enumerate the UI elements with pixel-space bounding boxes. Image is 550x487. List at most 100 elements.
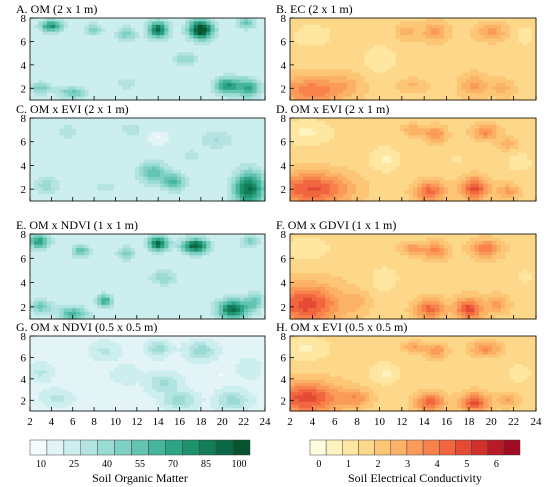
heatmap-cell: [342, 86, 348, 91]
heatmap-cell: [386, 62, 392, 67]
heatmap-cell: [164, 28, 170, 33]
heatmap-cell: [38, 187, 44, 192]
heatmap-cell: [38, 124, 44, 129]
heatmap-cell: [413, 72, 418, 77]
heatmap-cell: [218, 48, 224, 53]
heatmap-cell: [338, 79, 344, 84]
heatmap-cell: [408, 52, 414, 57]
heatmap-cell: [134, 59, 140, 64]
heatmap-cell: [260, 69, 266, 74]
heatmap-cell: [461, 65, 467, 70]
heatmap-cell: [474, 65, 480, 70]
heatmap-cell: [347, 41, 353, 46]
heatmap-cell: [189, 138, 195, 143]
heatmap-cell: [122, 62, 128, 67]
heatmap-cell: [231, 55, 237, 60]
heatmap-cell: [172, 173, 178, 178]
heatmap-cell: [118, 121, 123, 126]
heatmap-cell: [505, 59, 511, 64]
heatmap-cell: [443, 152, 449, 157]
heatmap-cell: [377, 156, 383, 161]
heatmap-cell: [168, 173, 174, 178]
heatmap-cell: [30, 142, 35, 147]
heatmap-cell: [55, 62, 60, 67]
heatmap-cell: [80, 59, 86, 64]
heatmap-cell: [307, 135, 313, 140]
heatmap-cell: [155, 35, 161, 40]
heatmap-cell: [522, 48, 528, 53]
heatmap-cell: [113, 183, 119, 188]
heatmap-cell: [527, 55, 533, 60]
heatmap-cell: [487, 59, 493, 64]
heatmap-cell: [214, 145, 220, 150]
heatmap-cell: [307, 45, 313, 50]
heatmap-cell: [452, 72, 458, 77]
heatmap-cell: [421, 41, 427, 46]
heatmap-cell: [122, 118, 128, 123]
heatmap-cell: [34, 121, 39, 126]
heatmap-cell: [355, 62, 361, 67]
heatmap-cell: [531, 18, 537, 23]
heatmap-cell: [143, 145, 149, 150]
heatmap-cell: [206, 45, 212, 50]
heatmap-cell: [151, 65, 157, 70]
heatmap-cell: [185, 86, 191, 91]
heatmap-cell: [160, 121, 165, 126]
heatmap-cell: [143, 35, 149, 40]
heatmap-cell: [417, 69, 423, 74]
heatmap-cell: [351, 45, 357, 50]
heatmap-cell: [465, 21, 471, 26]
heatmap-cell: [214, 69, 220, 74]
heatmap-cell: [252, 65, 258, 70]
heatmap-cell: [193, 159, 199, 164]
heatmap-cell: [55, 55, 60, 60]
heatmap-cell: [325, 24, 331, 29]
heatmap-cell: [42, 86, 48, 91]
heatmap-cell: [320, 48, 326, 53]
heatmap-cell: [522, 145, 528, 150]
heatmap-cell: [443, 121, 449, 126]
heatmap-cell: [303, 156, 309, 161]
heatmap-cell: [239, 24, 245, 29]
heatmap-cell: [80, 62, 86, 67]
heatmap-cell: [71, 118, 77, 123]
heatmap-cell: [155, 48, 161, 53]
heatmap-cell: [248, 124, 254, 129]
heatmap-cell: [160, 166, 165, 171]
heatmap-cell: [88, 145, 94, 150]
heatmap-cell: [294, 142, 300, 147]
heatmap-cell: [333, 82, 339, 87]
heatmap-cell: [391, 79, 397, 84]
heatmap-cell: [465, 142, 471, 147]
heatmap-cell: [294, 166, 300, 171]
heatmap-cell: [492, 124, 498, 129]
heatmap-cell: [130, 21, 136, 26]
heatmap-cell: [430, 82, 436, 87]
heatmap-cell: [333, 121, 339, 126]
heatmap-cell: [478, 131, 484, 136]
heatmap-cell: [235, 76, 241, 81]
heatmap-cell: [59, 89, 65, 94]
heatmap-cell: [113, 173, 119, 178]
heatmap-cell: [46, 55, 52, 60]
heatmap-cell: [430, 76, 436, 81]
heatmap-cell: [509, 159, 515, 164]
heatmap-cell: [465, 28, 471, 33]
heatmap-cell: [105, 45, 111, 50]
heatmap-cell: [101, 121, 107, 126]
heatmap-cell: [189, 41, 195, 46]
heatmap-cell: [63, 59, 69, 64]
heatmap-cell: [487, 62, 493, 67]
heatmap-cell: [456, 124, 462, 129]
heatmap-cell: [34, 96, 39, 101]
heatmap-cell: [360, 131, 366, 136]
heatmap-cell: [67, 52, 73, 57]
heatmap-cell: [172, 93, 178, 98]
heatmap-cell: [113, 72, 119, 77]
heatmap-cell: [509, 145, 515, 150]
heatmap-cell: [176, 35, 182, 40]
heatmap-cell: [439, 145, 445, 150]
heatmap-cell: [30, 24, 35, 29]
heatmap-cell: [360, 118, 366, 123]
heatmap-cell: [101, 69, 107, 74]
